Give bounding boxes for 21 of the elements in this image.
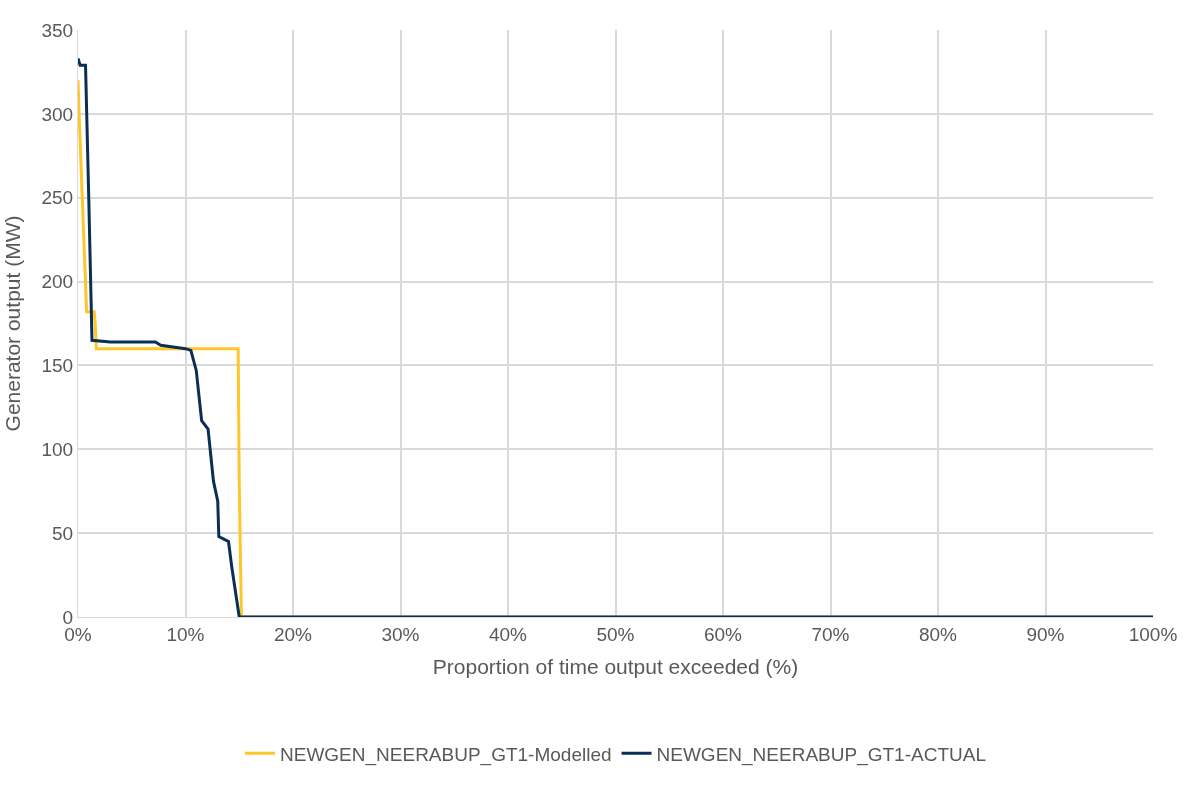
x-tick-label: 30% — [381, 623, 420, 645]
x-tick-label: 50% — [596, 623, 635, 645]
legend-label: NEWGEN_NEERABUP_GT1-Modelled — [280, 743, 612, 766]
y-axis-title: Generator output (MW) — [0, 215, 24, 432]
x-tick-label: 10% — [166, 623, 205, 645]
y-tick-label: 100 — [41, 438, 74, 460]
x-tick-label: 60% — [703, 623, 743, 645]
legend-label: NEWGEN_NEERABUP_GT1-ACTUAL — [656, 743, 986, 766]
y-tick-label: 150 — [41, 355, 74, 377]
x-tick-label: 90% — [1026, 623, 1065, 645]
y-tick-label: 300 — [41, 103, 74, 125]
y-tick-label: 350 — [41, 19, 74, 41]
y-tick-label: 200 — [41, 271, 74, 293]
x-axis-title: Proportion of time output exceeded (%) — [432, 655, 799, 678]
y-tick-label: 50 — [52, 522, 74, 544]
x-tick-label: 20% — [273, 623, 313, 645]
x-tick-label: 40% — [488, 623, 528, 645]
y-tick-label: 250 — [41, 187, 74, 209]
x-tick-label: 80% — [918, 623, 958, 645]
x-tick-label: 100% — [1128, 623, 1178, 645]
x-tick-label: 70% — [811, 623, 850, 645]
